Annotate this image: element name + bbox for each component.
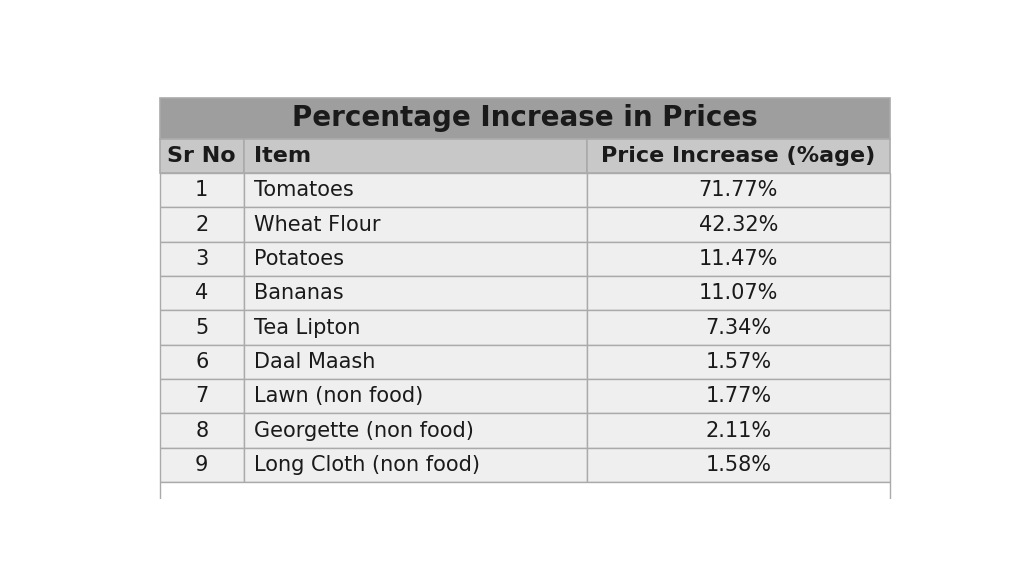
Text: 4: 4 [196,283,208,303]
Bar [160,310,244,344]
Bar [244,344,587,379]
Text: Potatoes: Potatoes [254,249,344,269]
Bar [244,173,587,208]
Text: Georgette (non food): Georgette (non food) [254,421,474,440]
Bar [160,482,890,516]
Text: 11.07%: 11.07% [698,283,778,303]
Bar [587,173,890,208]
Bar [160,139,244,173]
Bar [244,276,587,310]
Bar [587,448,890,482]
Text: Sr No: Sr No [167,146,237,166]
Bar [244,310,587,344]
Bar [160,173,244,208]
Text: 6: 6 [195,352,209,372]
Text: 7.34%: 7.34% [706,318,771,338]
Text: 8: 8 [196,421,208,440]
Bar [587,344,890,379]
Bar [244,413,587,448]
Bar [160,413,244,448]
Bar [587,379,890,413]
Text: 2: 2 [196,214,208,234]
Bar [244,448,587,482]
Bar [160,379,244,413]
Text: Percentage Increase in Prices: Percentage Increase in Prices [292,104,758,132]
Bar [244,379,587,413]
Bar [244,208,587,242]
Bar [160,276,244,310]
Text: Tomatoes: Tomatoes [254,180,353,200]
Text: 7: 7 [196,386,208,406]
Text: 1.58%: 1.58% [706,455,771,475]
Text: Daal Maash: Daal Maash [254,352,376,372]
Text: 2.11%: 2.11% [706,421,771,440]
Bar [244,242,587,276]
Text: 3: 3 [196,249,208,269]
Text: 42.32%: 42.32% [698,214,778,234]
Bar [587,139,890,173]
Text: Tea Lipton: Tea Lipton [254,318,360,338]
Bar [587,242,890,276]
Bar [160,98,890,139]
Text: 5: 5 [196,318,208,338]
Text: Lawn (non food): Lawn (non food) [254,386,423,406]
Bar [587,310,890,344]
Bar [160,242,244,276]
Text: Price Increase (%age): Price Increase (%age) [601,146,876,166]
Text: 1: 1 [196,180,208,200]
Text: 9: 9 [195,455,209,475]
Bar [587,276,890,310]
Bar [244,139,587,173]
Text: Long Cloth (non food): Long Cloth (non food) [254,455,480,475]
Bar [160,448,244,482]
Text: Item: Item [254,146,311,166]
Text: 71.77%: 71.77% [698,180,778,200]
Bar [587,208,890,242]
Text: 1.57%: 1.57% [706,352,771,372]
Text: Wheat Flour: Wheat Flour [254,214,381,234]
Bar [587,413,890,448]
Text: Bananas: Bananas [254,283,344,303]
Text: 11.47%: 11.47% [698,249,778,269]
Bar [160,208,244,242]
Bar [160,344,244,379]
Text: 1.77%: 1.77% [706,386,771,406]
